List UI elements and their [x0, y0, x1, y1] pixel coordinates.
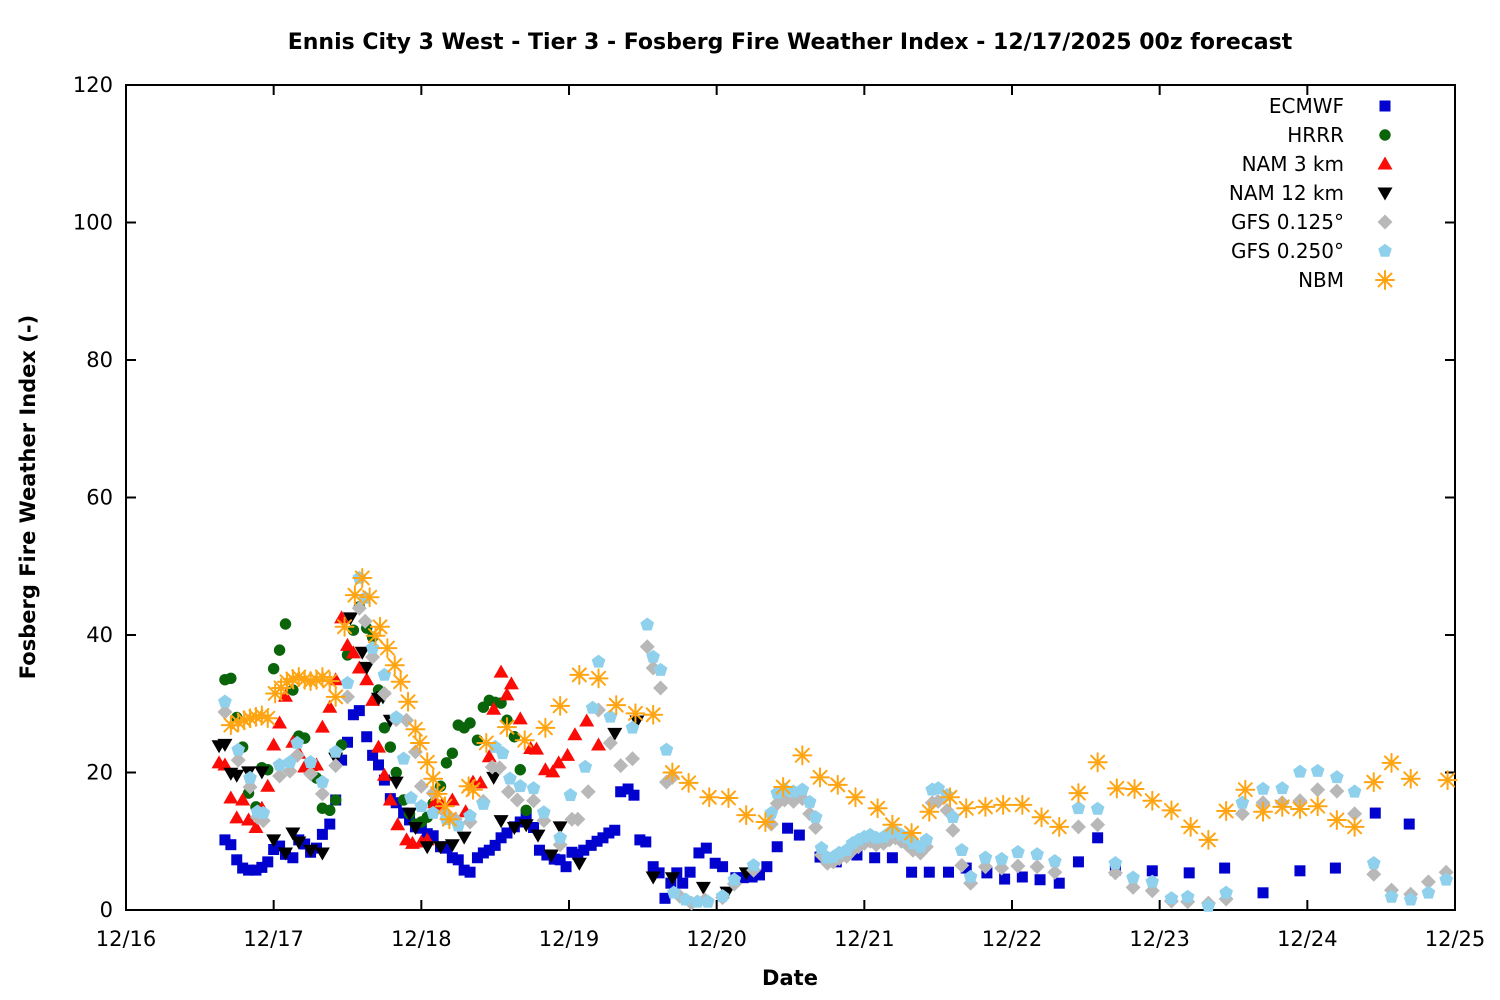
svg-text:12/21: 12/21: [834, 927, 895, 951]
svg-text:0: 0: [100, 898, 113, 922]
svg-text:120: 120: [73, 73, 113, 97]
triangle-up-marker-icon: [1370, 152, 1400, 176]
legend: ECMWF HRRR NAM 3 km NAM 12 km GFS 0.125°…: [1229, 91, 1400, 294]
legend-item-hrrr: HRRR: [1229, 120, 1400, 149]
series-points-nbm: [220, 567, 1458, 850]
y-ticks: 0 20 40 60 80 100 120: [73, 73, 1455, 922]
svg-text:40: 40: [86, 623, 113, 647]
legend-label-nbm: NBM: [1298, 267, 1344, 292]
legend-item-nbm: NBM: [1229, 265, 1400, 294]
svg-text:12/19: 12/19: [539, 927, 600, 951]
x-ticks: 12/16 12/17 12/18 12/19 12/20 12/21 12/22 12/23…: [96, 85, 1486, 951]
legend-item-gfs0250: GFS 0.250°: [1229, 236, 1400, 265]
diamond-marker-icon: [1370, 210, 1400, 234]
legend-label-hrrr: HRRR: [1287, 122, 1344, 147]
svg-text:80: 80: [86, 348, 113, 372]
svg-text:100: 100: [73, 211, 113, 235]
asterisk-marker-icon: [1370, 268, 1400, 292]
legend-item-ecmwf: ECMWF: [1229, 91, 1400, 120]
circle-marker-icon: [1370, 123, 1400, 147]
legend-item-nam12km: NAM 12 km: [1229, 178, 1400, 207]
series-points-gfs-0-250-: [218, 570, 1453, 912]
svg-text:12/18: 12/18: [391, 927, 452, 951]
legend-label-nam12km: NAM 12 km: [1228, 180, 1344, 205]
legend-label-nam3km: NAM 3 km: [1241, 151, 1344, 176]
svg-text:12/16: 12/16: [96, 927, 157, 951]
svg-text:12/22: 12/22: [982, 927, 1043, 951]
legend-label-ecmwf: ECMWF: [1268, 93, 1344, 118]
svg-text:12/20: 12/20: [686, 927, 747, 951]
svg-text:12/17: 12/17: [243, 927, 304, 951]
svg-text:60: 60: [86, 486, 113, 510]
series-points-ecmwf: [219, 705, 1415, 904]
legend-item-nam3km: NAM 3 km: [1229, 149, 1400, 178]
square-marker-icon: [1370, 94, 1400, 118]
triangle-down-marker-icon: [1370, 181, 1400, 205]
svg-text:12/25: 12/25: [1425, 927, 1486, 951]
svg-text:12/24: 12/24: [1277, 927, 1338, 951]
legend-item-gfs0125: GFS 0.125°: [1229, 207, 1400, 236]
chart-title: Ennis City 3 West - Tier 3 - Fosberg Fir…: [287, 30, 1293, 55]
legend-label-gfs0250: GFS 0.250°: [1231, 238, 1344, 263]
svg-text:20: 20: [86, 761, 113, 785]
pentagon-marker-icon: [1370, 239, 1400, 263]
legend-label-gfs0125: GFS 0.125°: [1231, 209, 1344, 234]
x-axis-label: Date: [762, 966, 818, 990]
svg-text:12/23: 12/23: [1129, 927, 1190, 951]
